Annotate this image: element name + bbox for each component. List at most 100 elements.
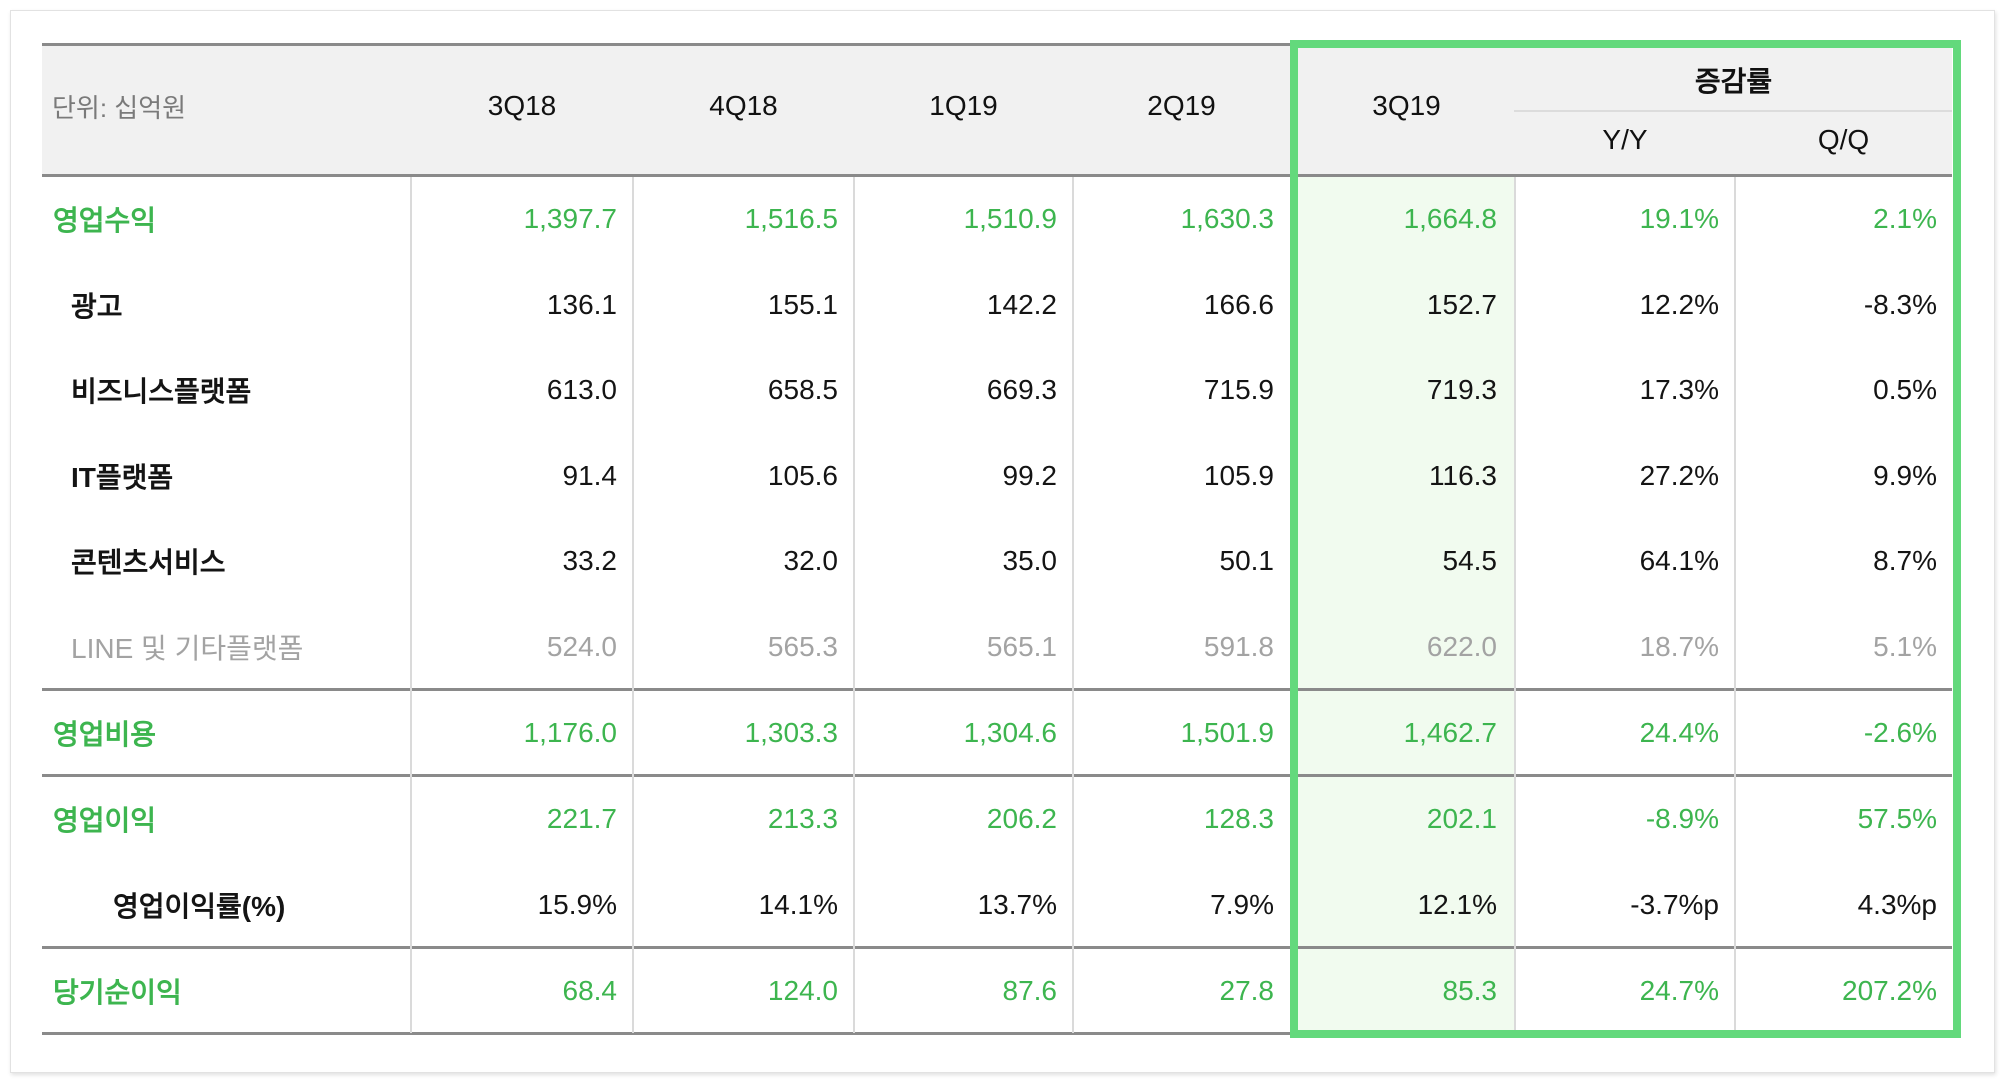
financial-summary-card xyxy=(10,10,1995,1073)
row-label: 영업이익 xyxy=(53,805,157,836)
table-row: 콘텐츠서비스 33.2 32.0 35.0 50.1 54.5 64.1% 8.7% xyxy=(42,519,1952,603)
cell-qoq: 5.1% xyxy=(1873,630,1937,662)
cell-3q18: 613.0 xyxy=(546,374,617,405)
table-row: 영업수익 1,397.7 1,516.5 1,510.9 1,630.3 1,664.8 1… xyxy=(42,177,1952,261)
table-row: LINE 및 기타플랫폼 524.0 565.3 565.1 591.8 622.0 18.… xyxy=(42,605,1952,688)
row-label: 콘텐츠서비스 xyxy=(71,547,226,578)
cell-3q18: 33.2 xyxy=(562,545,618,576)
cell-qoq: 4.3%p xyxy=(1857,888,1937,920)
cell-1q19: 669.3 xyxy=(986,374,1057,405)
cell-qoq: 2.1% xyxy=(1873,203,1937,234)
cell-2q19: 7.9% xyxy=(1210,888,1274,920)
cell-4q18: 14.1% xyxy=(758,888,838,920)
column-header-1q19: 1Q19 xyxy=(929,90,998,121)
cell-yoy: 24.7% xyxy=(1639,974,1719,1006)
row-label: IT플랫폼 xyxy=(71,461,174,493)
cell-1q19: 87.6 xyxy=(1002,974,1058,1006)
cell-qoq: 0.5% xyxy=(1873,374,1937,405)
cell-1q19: 142.2 xyxy=(986,288,1057,320)
table-row: 당기순이익 68.4 124.0 87.6 27.8 85.3 24.7% 207.2% xyxy=(42,949,1952,1032)
table-row: 광고 136.1 155.1 142.2 166.6 152.7 12.2% -8.3% xyxy=(42,263,1952,346)
cell-yoy: -8.9% xyxy=(1645,803,1719,834)
cell-1q19: 1,510.9 xyxy=(963,203,1057,234)
header-bottom-rule xyxy=(42,174,1952,177)
cell-4q18: 1,516.5 xyxy=(744,203,838,234)
row-label: 영업수익 xyxy=(53,205,157,236)
cell-3q19: 152.7 xyxy=(1426,288,1497,320)
cell-qoq: -2.6% xyxy=(1863,716,1937,748)
cell-3q19: 54.5 xyxy=(1442,545,1498,576)
cell-qoq: 9.9% xyxy=(1873,459,1937,491)
cell-1q19: 565.1 xyxy=(986,630,1057,662)
row-label: 비즈니스플랫폼 xyxy=(71,376,252,407)
cell-3q18: 221.7 xyxy=(546,803,617,834)
cell-qoq: 8.7% xyxy=(1873,545,1937,576)
cell-yoy: 18.7% xyxy=(1639,630,1719,662)
cell-3q18: 91.4 xyxy=(562,459,618,491)
row-label: 영업이익률(%) xyxy=(113,890,286,922)
row-label: 당기순이익 xyxy=(53,976,182,1008)
highlight-column-tint xyxy=(1290,177,1515,1033)
cell-2q19: 715.9 xyxy=(1203,374,1274,405)
cell-3q19: 1,462.7 xyxy=(1403,716,1497,748)
table-bottom-rule xyxy=(42,1032,1952,1035)
cell-3q19: 719.3 xyxy=(1426,374,1497,405)
change-rate-group-header: 증감률 xyxy=(1694,66,1773,97)
cell-qoq: 207.2% xyxy=(1842,974,1937,1006)
cell-3q18: 15.9% xyxy=(537,888,617,920)
cell-1q19: 35.0 xyxy=(1002,545,1058,576)
column-header-3q18: 3Q18 xyxy=(487,90,557,121)
cell-1q19: 1,304.6 xyxy=(963,716,1057,748)
column-header-4q18: 4Q18 xyxy=(709,90,778,121)
cell-3q18: 524.0 xyxy=(546,630,617,662)
column-separator xyxy=(1734,177,1736,1033)
cell-1q19: 13.7% xyxy=(977,888,1057,920)
table-row: 영업이익률(%) 15.9% 14.1% 13.7% 7.9% 12.1% -3.7%p 4.… xyxy=(42,863,1952,946)
row-label: 영업비용 xyxy=(53,718,157,750)
cell-4q18: 155.1 xyxy=(767,288,838,320)
row-label: 광고 xyxy=(71,290,123,322)
cell-1q19: 206.2 xyxy=(986,803,1057,834)
group-divider-rule xyxy=(42,946,1952,949)
cell-3q18: 1,176.0 xyxy=(523,716,617,748)
cell-2q19: 591.8 xyxy=(1203,630,1274,662)
column-separator xyxy=(632,177,634,1033)
cell-2q19: 105.9 xyxy=(1203,459,1274,491)
cell-4q18: 565.3 xyxy=(767,630,838,662)
table-row: 영업이익 221.7 213.3 206.2 128.3 202.1 -8.9% 57.5% xyxy=(42,777,1952,861)
unit-label: 단위: 십억원 xyxy=(52,93,187,123)
cell-yoy: 27.2% xyxy=(1639,459,1719,491)
cell-3q19: 85.3 xyxy=(1442,974,1498,1006)
cell-yoy: 17.3% xyxy=(1639,374,1719,405)
cell-4q18: 1,303.3 xyxy=(744,716,838,748)
cell-3q18: 68.4 xyxy=(562,974,618,1006)
cell-3q19: 12.1% xyxy=(1417,888,1497,920)
cell-4q18: 124.0 xyxy=(767,974,838,1006)
cell-4q18: 105.6 xyxy=(767,459,838,491)
group-divider-rule xyxy=(42,774,1952,777)
column-separator xyxy=(410,177,412,1033)
cell-4q18: 658.5 xyxy=(767,374,838,405)
cell-yoy: 24.4% xyxy=(1639,716,1719,748)
cell-2q19: 128.3 xyxy=(1203,803,1274,834)
cell-qoq: 57.5% xyxy=(1857,803,1937,834)
column-separator xyxy=(1072,177,1074,1033)
column-separator xyxy=(1514,177,1516,1033)
cell-2q19: 27.8 xyxy=(1219,974,1275,1006)
group-divider-rule xyxy=(42,688,1952,691)
cell-2q19: 166.6 xyxy=(1203,288,1274,320)
cell-2q19: 50.1 xyxy=(1219,545,1275,576)
cell-2q19: 1,501.9 xyxy=(1180,716,1274,748)
header-sub-divider xyxy=(1514,110,1952,112)
cell-qoq: -8.3% xyxy=(1863,288,1937,320)
cell-yoy: -3.7%p xyxy=(1630,888,1719,920)
table-row: 영업비용 1,176.0 1,303.3 1,304.6 1,501.9 1,462.7 2… xyxy=(42,691,1952,774)
cell-1q19: 99.2 xyxy=(1002,459,1058,491)
table-header-background xyxy=(42,44,1952,175)
column-header-yoy: Y/Y xyxy=(1602,124,1648,155)
cell-2q19: 1,630.3 xyxy=(1180,203,1274,234)
cell-yoy: 64.1% xyxy=(1639,545,1719,576)
cell-yoy: 12.2% xyxy=(1639,288,1719,320)
cell-3q19: 622.0 xyxy=(1426,630,1497,662)
cell-3q18: 136.1 xyxy=(546,288,617,320)
